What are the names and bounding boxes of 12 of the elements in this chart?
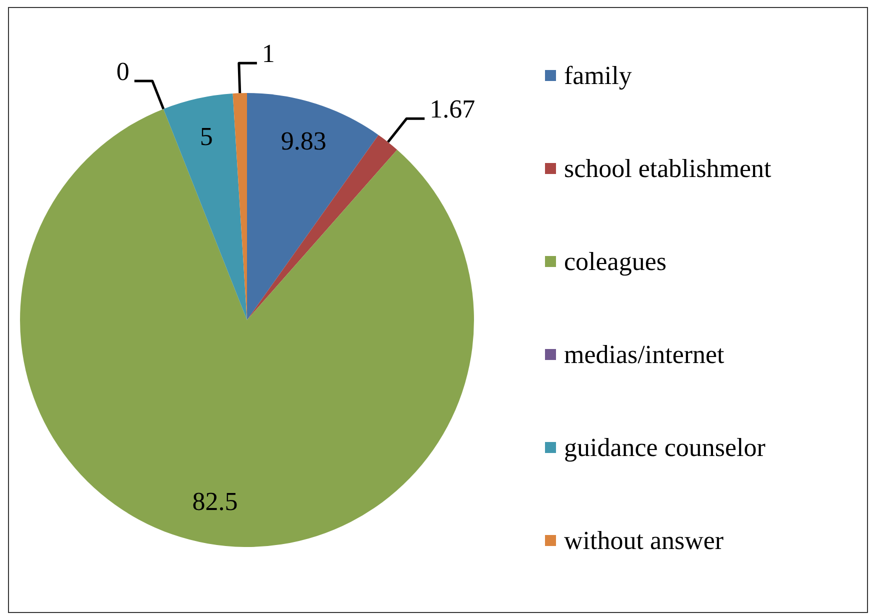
legend-label: medias/internet	[564, 340, 724, 370]
data-label: 9.83	[280, 126, 326, 156]
legend-label: without answer	[564, 526, 724, 556]
data-label: 5	[200, 122, 213, 152]
data-label: 1.67	[430, 94, 476, 124]
legend-label: family	[564, 60, 632, 90]
data-label: 1	[262, 38, 275, 68]
data-label: 82.5	[192, 487, 238, 516]
text: 0	[116, 56, 130, 86]
legend-label: coleagues	[564, 246, 667, 276]
legend-label: school etablishment	[564, 154, 772, 184]
legend-label: guidance counselor	[564, 432, 766, 462]
